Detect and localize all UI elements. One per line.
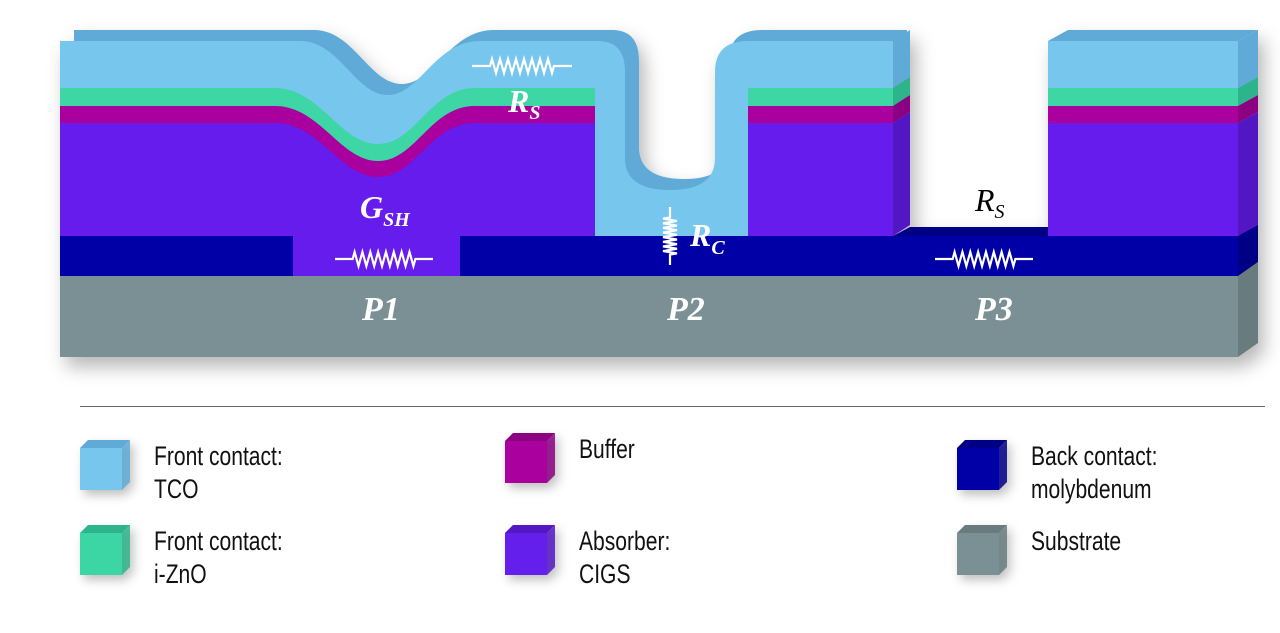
legend-line2: molybdenum — [1031, 474, 1152, 504]
legend-line1: Front contact: — [154, 441, 283, 471]
shunt-resistor-p1-icon — [335, 247, 433, 271]
legend-label: Front contact: i-ZnO — [154, 525, 283, 591]
legend-item-substrate: Substrate — [957, 525, 1147, 575]
legend-line1: Absorber: — [579, 526, 671, 556]
legend-label: Absorber: CIGS — [579, 525, 670, 591]
legend-item-absorber: Absorber: CIGS — [505, 525, 696, 591]
legend-item-molybdenum: Back contact: molybdenum — [957, 440, 1193, 506]
absorber-layer-left — [60, 123, 595, 236]
molybdenum-layer — [60, 236, 1238, 276]
legend-item-tco: Front contact: TCO — [80, 440, 319, 506]
legend-line2: CIGS — [579, 559, 631, 589]
legend-line2: i-ZnO — [154, 559, 207, 589]
legend-line1: Buffer — [579, 434, 635, 464]
substrate-layer — [60, 276, 1238, 357]
middle-block-absorber — [748, 123, 893, 236]
p1-label: P1 — [361, 291, 400, 328]
right-block-buffer — [1048, 106, 1238, 123]
middle-block-buffer — [748, 106, 893, 123]
right-block-zno-side — [1238, 77, 1258, 106]
right-block-zno — [1048, 88, 1238, 106]
legend-line2: TCO — [154, 474, 199, 504]
legend-item-buffer: Buffer — [505, 433, 651, 483]
legend-label: Buffer — [579, 433, 635, 466]
molybdenum-side — [1238, 222, 1258, 276]
right-block-absorber — [1048, 123, 1238, 236]
middle-block-tco-side — [893, 30, 910, 88]
legend-label: Front contact: TCO — [154, 440, 283, 506]
middle-block-zno-side — [893, 77, 910, 106]
molybdenum-swatch-icon — [957, 440, 1007, 490]
p2-label: P2 — [666, 291, 705, 328]
legend-line1: Substrate — [1031, 526, 1122, 556]
legend-divider — [80, 406, 1265, 407]
p3-label: P3 — [974, 291, 1013, 328]
rs-p3-label: RS — [974, 182, 1005, 223]
right-block-top-face — [1048, 30, 1258, 41]
legend-label: Back contact: molybdenum — [1031, 440, 1157, 506]
right-block-tco-side — [1238, 30, 1258, 88]
cigs-module-cross-section: RS GSH RC RS P1 P2 P3 — [60, 30, 1258, 357]
middle-block-zno — [748, 88, 893, 106]
gsh-label: GSH — [360, 189, 411, 231]
middle-block-buffer-side — [893, 95, 910, 123]
series-resistor-top-icon — [472, 54, 572, 78]
rc-label: RC — [689, 217, 725, 259]
series-resistor-p3-icon — [935, 247, 1033, 271]
middle-block-absorber-side — [893, 112, 910, 236]
rs-top-label: RS — [507, 83, 540, 124]
right-block-buffer-side — [1238, 95, 1258, 123]
substrate-swatch-icon — [957, 525, 1007, 575]
absorber-swatch-icon — [505, 525, 555, 575]
legend-line1: Back contact: — [1031, 441, 1158, 471]
legend-item-zno: Front contact: i-ZnO — [80, 525, 319, 591]
substrate-side — [1238, 262, 1258, 357]
molybdenum-p3-top — [893, 227, 1048, 236]
legend-line1: Front contact: — [154, 526, 283, 556]
zno-swatch-icon — [80, 525, 130, 575]
tco-swatch-icon — [80, 440, 130, 490]
right-block-tco — [1048, 41, 1238, 88]
contact-resistor-p2-icon — [662, 207, 678, 265]
legend-label: Substrate — [1031, 525, 1121, 558]
buffer-swatch-icon — [505, 433, 555, 483]
right-block-absorber-side — [1238, 112, 1258, 236]
